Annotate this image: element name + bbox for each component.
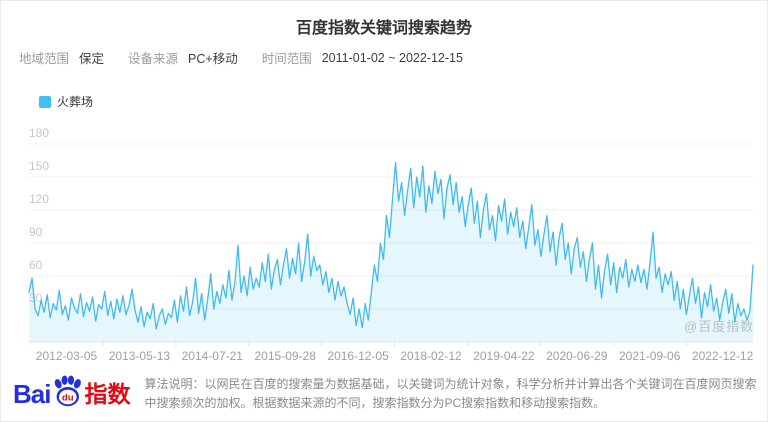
- filter-region-label: 地域范围: [19, 52, 70, 66]
- y-axis-label: 180: [29, 126, 49, 140]
- series-area: [29, 162, 753, 342]
- x-axis-label: 2019-04-22: [473, 349, 535, 363]
- x-axis-label: 2022-12-12: [692, 349, 754, 363]
- filter-region: 地域范围 保定: [19, 48, 104, 67]
- filter-timerange-label: 时间范围: [261, 52, 312, 66]
- baidu-index-logo: Bai du 指数: [13, 375, 131, 409]
- logo-text-suffix: 指数: [84, 381, 131, 407]
- y-axis-label: 90: [29, 225, 43, 239]
- filter-timerange: 时间范围 2011-01-02 ~ 2022-12-15: [262, 48, 463, 67]
- y-axis-label: 30: [29, 291, 43, 305]
- x-axis-label: 2013-05-13: [109, 349, 171, 363]
- baidu-paw-icon: du: [55, 375, 82, 407]
- series-line: [28, 162, 754, 330]
- legend-item-keyword[interactable]: 火葬场: [39, 93, 93, 110]
- x-axis-label: 2018-02-12: [400, 349, 462, 363]
- filter-device: 设备来源 PC+移动: [128, 48, 238, 67]
- filter-bar: 地域范围 保定 设备来源 PC+移动 时间范围 2011-01-02 ~ 202…: [19, 48, 487, 67]
- legend-label: 火葬场: [57, 95, 94, 109]
- y-axis-label: 150: [29, 159, 49, 173]
- x-axis-label: 2021-09-06: [619, 349, 681, 363]
- filter-device-label: 设备来源: [128, 52, 179, 66]
- filter-timerange-value: 2011-01-02 ~ 2022-12-15: [321, 50, 463, 65]
- logo-text-bai: Bai: [13, 379, 51, 409]
- y-axis-label: 60: [29, 258, 43, 272]
- y-axis-label: 120: [29, 192, 49, 206]
- footer: Bai du 指数 算法说明：以网民在百度的搜索量为数据基础，以关键词为统计对象…: [13, 375, 757, 413]
- chart-watermark: @百度指数: [684, 319, 755, 334]
- logo-text-du: du: [62, 393, 74, 404]
- x-axis-label: 2020-06-29: [546, 349, 608, 363]
- x-axis-label: 2015-09-28: [255, 349, 317, 363]
- algorithm-description: 算法说明：以网民在百度的搜索量为数据基础，以关键词为统计对象，科学分析并计算出各…: [144, 377, 757, 410]
- x-axis-label: 2012-03-05: [36, 349, 98, 363]
- filter-device-value: PC+移动: [188, 52, 238, 66]
- x-axis-label: 2014-07-21: [182, 349, 244, 363]
- page-title: 百度指数关键词搜索趋势: [295, 20, 472, 37]
- filter-region-value: 保定: [79, 52, 105, 66]
- x-axis-label: 2016-12-05: [327, 349, 389, 363]
- legend-swatch: [39, 95, 51, 108]
